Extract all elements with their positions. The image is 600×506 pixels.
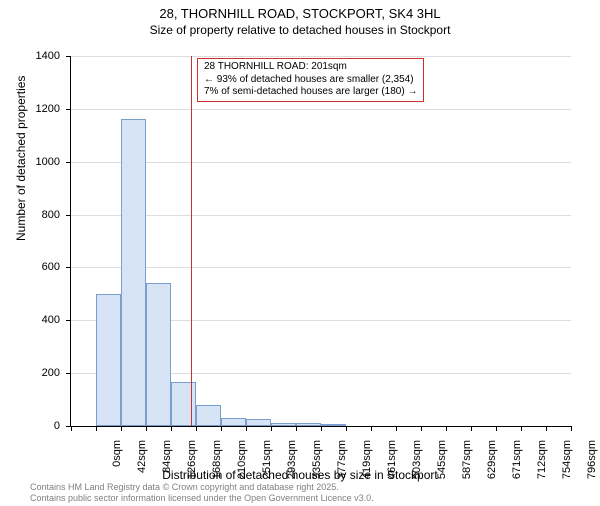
page-subtitle: Size of property relative to detached ho… [0,23,600,37]
xtick-mark [271,426,272,431]
ytick-label: 200 [0,367,60,379]
xtick-label: 629sqm [486,440,498,490]
ytick-label: 1200 [0,103,60,115]
xtick-mark [146,426,147,431]
ytick-label: 600 [0,261,60,273]
bar [196,405,221,426]
xtick-label: 377sqm [336,440,348,490]
xtick-label: 0sqm [111,440,123,490]
xtick-mark [571,426,572,431]
gridline [71,215,571,216]
annotation-line-2: ← 93% of detached houses are smaller (2,… [204,74,417,87]
xtick-label: 293sqm [286,440,298,490]
xtick-mark [296,426,297,431]
annotation-line-3: 7% of semi-detached houses are larger (1… [204,86,417,99]
xtick-mark [246,426,247,431]
ytick-mark [66,373,71,374]
xtick-label: 168sqm [211,440,223,490]
ytick-label: 0 [0,420,60,432]
bar [221,418,246,426]
xtick-mark [496,426,497,431]
xtick-mark [171,426,172,431]
ytick-label: 400 [0,314,60,326]
xtick-mark [421,426,422,431]
plot-region: 28 THORNHILL ROAD: 201sqm← 93% of detach… [70,56,571,427]
bar [246,419,271,426]
bar [96,294,121,426]
xtick-label: 42sqm [136,440,148,490]
gridline [71,162,571,163]
xtick-label: 251sqm [261,440,273,490]
xtick-mark [96,426,97,431]
bar [171,382,196,426]
xtick-mark [371,426,372,431]
gridline [71,267,571,268]
xtick-mark [446,426,447,431]
ytick-mark [66,267,71,268]
ytick-mark [66,320,71,321]
ytick-mark [66,109,71,110]
xtick-label: 796sqm [586,440,598,490]
chart-area: 28 THORNHILL ROAD: 201sqm← 93% of detach… [70,56,570,426]
xtick-label: 210sqm [236,440,248,490]
ytick-mark [66,56,71,57]
xtick-label: 84sqm [161,440,173,490]
gridline [71,109,571,110]
bar [121,119,146,426]
bar [296,423,321,426]
xtick-label: 335sqm [311,440,323,490]
xtick-mark [196,426,197,431]
page-title: 28, THORNHILL ROAD, STOCKPORT, SK4 3HL [0,6,600,21]
xtick-mark [346,426,347,431]
footer-line-2: Contains public sector information licen… [30,493,374,504]
marker-line [191,56,192,426]
xtick-mark [121,426,122,431]
xtick-label: 545sqm [436,440,448,490]
xtick-mark [221,426,222,431]
xtick-mark [471,426,472,431]
xtick-label: 419sqm [361,440,373,490]
xtick-label: 126sqm [186,440,198,490]
ytick-mark [66,162,71,163]
xtick-label: 712sqm [536,440,548,490]
x-axis-label: Distribution of detached houses by size … [0,468,600,482]
ytick-label: 1400 [0,50,60,62]
xtick-mark [321,426,322,431]
xtick-label: 671sqm [511,440,523,490]
annotation-line-1: 28 THORNHILL ROAD: 201sqm [204,61,417,74]
gridline [71,56,571,57]
ytick-mark [66,215,71,216]
xtick-mark [546,426,547,431]
xtick-label: 754sqm [561,440,573,490]
bar [321,424,346,426]
ytick-label: 1000 [0,156,60,168]
xtick-label: 461sqm [386,440,398,490]
xtick-label: 503sqm [411,440,423,490]
bar [271,423,296,426]
xtick-mark [71,426,72,431]
ytick-label: 800 [0,209,60,221]
annotation-box: 28 THORNHILL ROAD: 201sqm← 93% of detach… [197,58,424,102]
xtick-label: 587sqm [461,440,473,490]
xtick-mark [396,426,397,431]
xtick-mark [521,426,522,431]
bar [146,283,171,426]
